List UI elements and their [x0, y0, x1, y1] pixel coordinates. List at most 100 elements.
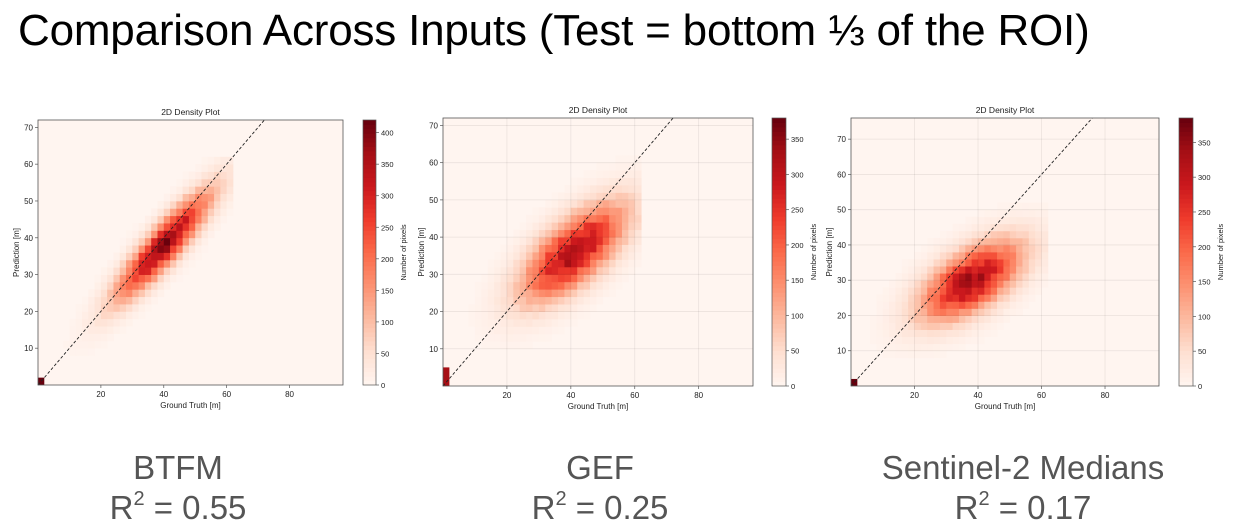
- density-bin: [163, 193, 171, 202]
- density-bin: [564, 304, 572, 312]
- density-bin: [628, 155, 636, 164]
- density-bin: [628, 185, 636, 193]
- density-bin: [914, 322, 922, 330]
- density-bin: [207, 164, 215, 172]
- x-tick-label: 80: [694, 391, 703, 400]
- colorbar-segment: [772, 260, 786, 266]
- density-bin: [952, 301, 960, 309]
- density-bin: [965, 301, 973, 309]
- density-bin: [132, 245, 140, 253]
- density-bin: [577, 199, 585, 208]
- colorbar-segment: [772, 336, 786, 342]
- colorbar-segment: [1179, 350, 1193, 356]
- density-bin: [590, 244, 597, 253]
- density-bin: [94, 296, 102, 305]
- y-tick-label: 40: [24, 234, 33, 243]
- density-bin: [577, 229, 585, 238]
- density-bin: [978, 216, 985, 225]
- density-bin: [609, 170, 616, 178]
- colorbar-segment: [1179, 252, 1193, 257]
- density-bin: [564, 185, 572, 193]
- density-bin: [474, 281, 482, 290]
- density-bin: [990, 273, 998, 281]
- density-bin: [997, 273, 1004, 281]
- colorbar-segment: [363, 279, 376, 284]
- plot-frame: [442, 117, 754, 387]
- density-bin: [1041, 252, 1049, 260]
- density-bin: [920, 266, 928, 274]
- density-bin: [984, 216, 992, 225]
- density-bin: [908, 259, 915, 267]
- density-bin: [1028, 202, 1036, 211]
- density-bin: [151, 252, 158, 261]
- density-bin: [100, 274, 108, 283]
- density-bin: [1009, 230, 1017, 239]
- density-bin: [628, 259, 636, 268]
- colorbar-segment: [363, 173, 376, 178]
- plot-frame: [850, 117, 1160, 387]
- density-bin: [958, 315, 966, 323]
- density-bin: [997, 294, 1004, 302]
- density-bin: [151, 274, 158, 283]
- colorbar: 0 50 100 150 200 250 300 350 Number of pixels: [771, 117, 818, 391]
- colorbar-frame: [1178, 117, 1194, 387]
- density-bin: [532, 207, 540, 216]
- density-bin: [107, 289, 114, 298]
- density-bin: [538, 229, 546, 238]
- density-bin: [558, 274, 565, 283]
- density-bin: [958, 237, 966, 246]
- density-bin: [965, 315, 973, 323]
- density-bin: [1016, 294, 1023, 302]
- density-bin: [978, 266, 985, 274]
- density-bin: [182, 237, 190, 246]
- density-bin: [558, 289, 565, 298]
- density-bin: [207, 230, 215, 239]
- density-bin: [1009, 301, 1017, 309]
- density-bin: [596, 222, 604, 231]
- density-bin: [75, 318, 83, 327]
- density-bin: [1009, 237, 1017, 246]
- density-bin: [176, 245, 184, 253]
- colorbar-segment: [772, 122, 786, 128]
- density-bin: [876, 322, 884, 330]
- density-bin: [984, 308, 992, 316]
- density-bin: [182, 245, 190, 253]
- density-bin: [126, 259, 133, 268]
- r2-value: = 0.55: [153, 489, 247, 526]
- density-bin: [908, 301, 915, 309]
- density-bin: [946, 329, 954, 338]
- density-bin: [634, 155, 642, 164]
- colorbar-segment: [772, 341, 786, 347]
- density-bin: [1016, 308, 1023, 316]
- density-bin: [1028, 216, 1036, 225]
- chart-title: 2D Density Plot: [569, 105, 628, 115]
- density-bin: [990, 237, 998, 246]
- colorbar-segment: [1179, 180, 1193, 186]
- y-tick-label: 40: [429, 233, 438, 242]
- density-bin: [100, 340, 108, 349]
- density-bin: [551, 289, 559, 298]
- density-bin: [526, 326, 533, 335]
- density-bin: [939, 343, 947, 352]
- density-bin: [628, 252, 636, 260]
- density-bin: [558, 222, 565, 231]
- density-bin: [596, 185, 604, 193]
- colorbar-segment: [363, 124, 376, 130]
- density-bin: [182, 215, 190, 224]
- density-bin: [500, 319, 508, 327]
- density-bin: [1041, 230, 1049, 239]
- density-bin: [558, 311, 565, 320]
- density-bin: [621, 237, 629, 245]
- density-bin: [889, 329, 896, 338]
- density-bin: [1009, 244, 1017, 253]
- density-bin: [1003, 216, 1011, 225]
- density-bin: [100, 281, 108, 290]
- density-bin: [1041, 209, 1049, 218]
- density-bin: [990, 301, 998, 309]
- density-bin: [634, 192, 642, 201]
- density-bin: [188, 252, 196, 261]
- density-bin: [1022, 287, 1030, 295]
- density-bin: [113, 326, 121, 334]
- density-bin: [952, 294, 960, 302]
- density-bin: [132, 311, 140, 320]
